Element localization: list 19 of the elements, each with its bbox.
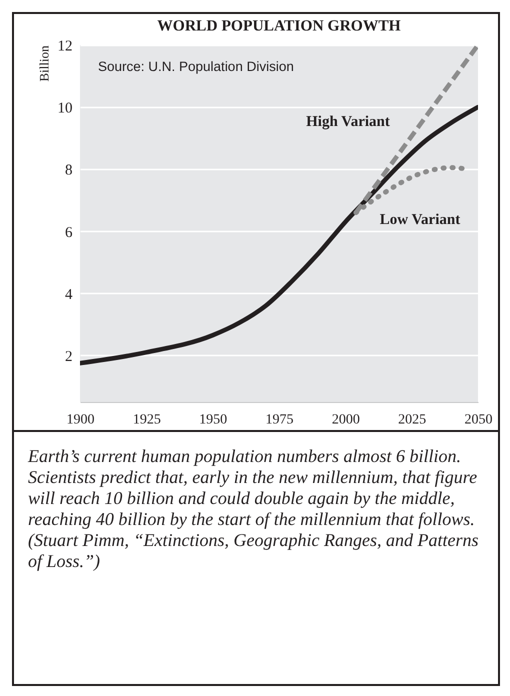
x-tick-label: 1900	[66, 412, 94, 428]
annotation: High Variant	[306, 114, 390, 130]
x-tick-label: 2050	[464, 412, 492, 428]
chart-title: WORLD POPULATION GROWTH	[157, 18, 401, 34]
x-tick-label: 1950	[199, 412, 228, 428]
x-tick-label: 2000	[332, 412, 360, 428]
annotation: Source: U.N. Population Division	[98, 59, 294, 74]
y-tick-label: 2	[65, 348, 72, 365]
y-tick-label: 12	[58, 38, 72, 54]
y-tick-label: 6	[65, 224, 73, 241]
annotation: Low Variant	[380, 212, 460, 228]
y-tick-label: 10	[58, 100, 72, 117]
x-tick-label: 1925	[132, 412, 161, 428]
x-tick-label: 2025	[398, 412, 426, 428]
x-tick-label: 1975	[266, 412, 294, 428]
text: Earth’s current human population numbers almost 6 billion. Scientists predict that, early in the new millennium, that figure will reach 10 billion and could double again by the middle, reaching 40 billion by the start of the millennium that follows. (Stuart Pimm, “Extinctions, Geographic Ranges, and Patterns of Loss.”)	[28, 446, 480, 572]
y-tick-label: 4	[65, 286, 73, 303]
y-axis-title: Billion	[36, 45, 52, 82]
y-tick-label: 8	[65, 162, 72, 179]
